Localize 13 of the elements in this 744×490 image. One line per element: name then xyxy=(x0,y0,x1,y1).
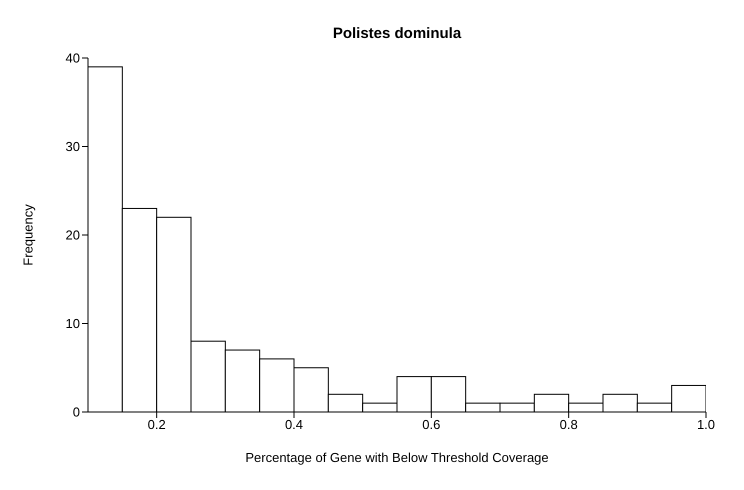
y-tick-label: 20 xyxy=(66,228,80,243)
chart-title: Polistes dominula xyxy=(332,25,462,42)
x-tick-label: 0.6 xyxy=(422,417,440,432)
y-axis-title: Frequency xyxy=(20,204,36,266)
y-tick-label: 10 xyxy=(66,316,80,332)
x-tick-label: 0.2 xyxy=(148,417,166,432)
x-tick-label: 0.8 xyxy=(560,417,578,432)
x-tick-label: 0.4 xyxy=(284,417,304,432)
y-tick-label: 30 xyxy=(66,139,80,154)
x-axis-title: Percentage of Gene with Below Threshold Coverage xyxy=(245,450,549,465)
x-tick-label: 1.0 xyxy=(696,417,716,432)
y-tick-label: 0 xyxy=(72,404,80,420)
y-tick-label: 40 xyxy=(66,50,80,66)
